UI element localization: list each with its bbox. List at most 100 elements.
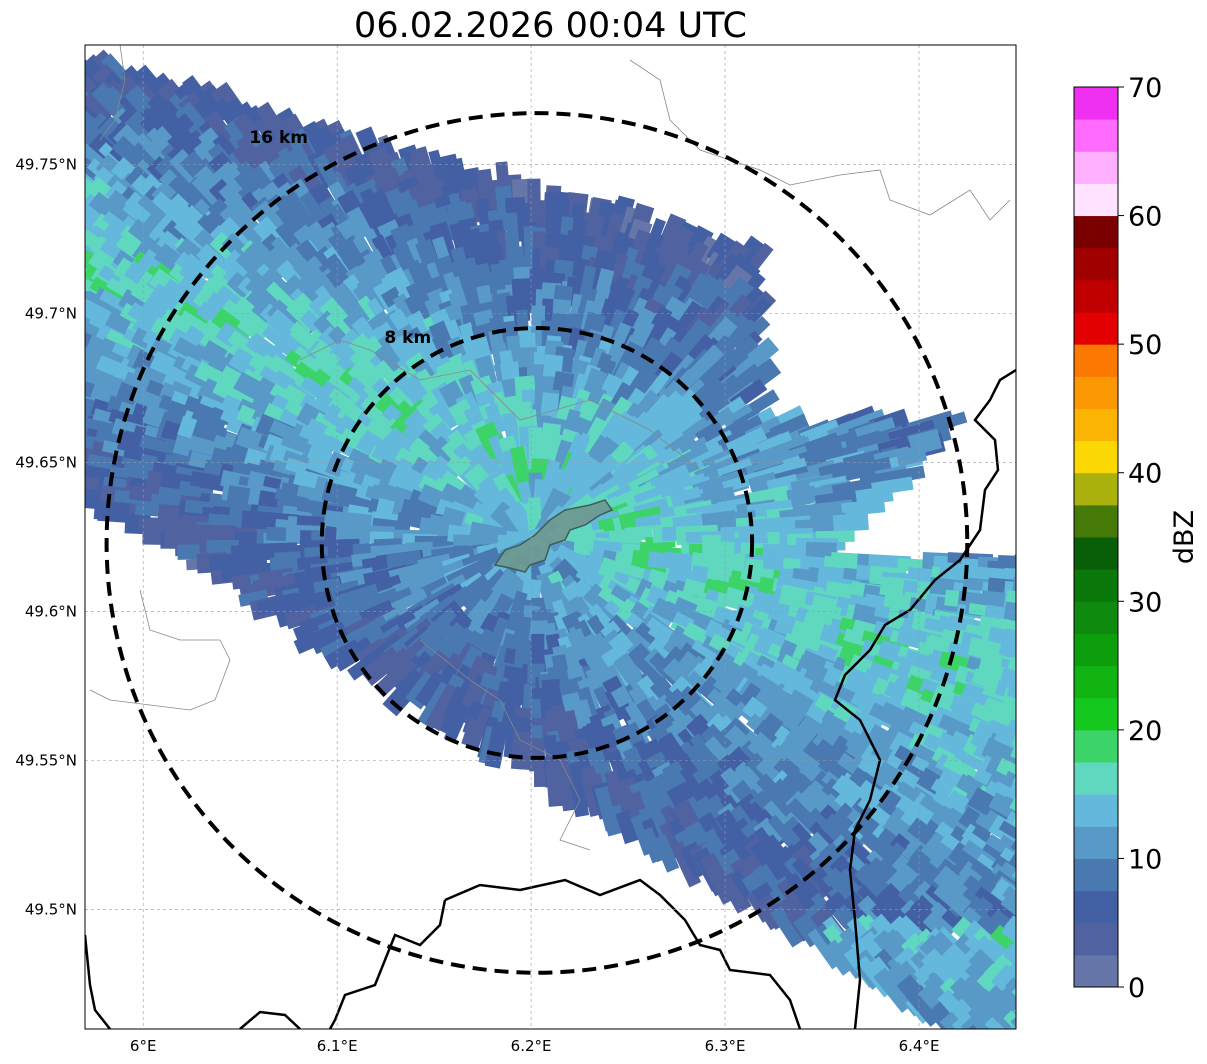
radar-cell [1015, 887, 1016, 916]
radar-cell [1021, 823, 1050, 846]
radar-cell [1028, 711, 1062, 739]
radar-cell [1012, 1034, 1051, 1064]
radar-cell [999, 861, 1016, 890]
colorbar-segment [1074, 665, 1118, 699]
radar-cell [533, 756, 546, 787]
radar-cell [484, 720, 509, 769]
radar-cell [640, 826, 664, 864]
radar-cell [461, 717, 487, 749]
map-title: 06.02.2026 00:04 UTC [354, 6, 747, 46]
colorbar-segment [1074, 537, 1118, 570]
radar-cell [1002, 885, 1016, 915]
radar-cell [1017, 645, 1051, 663]
radar-cell [85, 328, 90, 355]
lat-tick-label: 49.75°N [15, 155, 77, 173]
radar-cell [1032, 633, 1062, 652]
radar-cell [725, 426, 769, 459]
radar-cell [1012, 577, 1016, 601]
lon-tick-label: 6.1°E [317, 1037, 358, 1055]
radar-cell [1011, 734, 1016, 762]
radar-cell [1026, 773, 1067, 803]
radar-cell [1024, 858, 1070, 894]
radar-cell [1034, 798, 1067, 827]
radar-cell [1023, 844, 1069, 878]
radar-cell [41, 409, 77, 431]
radar-cell [674, 488, 706, 510]
radar-cell [805, 541, 837, 560]
radar-cell [35, 386, 73, 411]
radar-cell [1019, 616, 1049, 632]
radar-cell [1033, 571, 1061, 590]
lon-tick-label: 6.4°E [899, 1037, 940, 1055]
colorbar-segment [1074, 119, 1118, 152]
radar-cell [1001, 916, 1016, 958]
radar-cell [984, 1016, 1016, 1029]
admin-boundary [299, 339, 701, 471]
colorbar-segment [1074, 922, 1118, 956]
radar-cell [1000, 996, 1016, 1029]
radar-cell [331, 485, 377, 513]
radar-cell [1023, 999, 1066, 1040]
radar-cell [1023, 743, 1073, 778]
radar-cell [626, 642, 669, 686]
radar-cell [373, 655, 417, 698]
radar-cell [832, 513, 869, 533]
colorbar-segment [1074, 183, 1118, 217]
radar-cell [1028, 606, 1066, 626]
plot-frame [84, 44, 1017, 1030]
radar-cell [998, 820, 1016, 846]
radar-cell [41, 210, 80, 242]
radar-cell [638, 305, 673, 353]
radar-cell [1026, 669, 1065, 691]
radar-cell [30, 57, 64, 91]
radar-cell [1003, 567, 1016, 581]
radar-cell [1012, 709, 1016, 735]
radar-cell [1026, 784, 1061, 812]
colorbar-segment [1074, 87, 1118, 120]
radar-cell [1030, 832, 1063, 859]
colorbar-frame [1073, 86, 1119, 988]
radar-cell [30, 359, 70, 385]
radar-cell [20, 93, 64, 134]
radar-cell [35, 108, 71, 141]
colorbar-segment [1074, 247, 1118, 281]
radar-cell [414, 670, 448, 708]
colorbar-segment [1074, 729, 1118, 763]
radar-cell [43, 41, 79, 78]
radar-cell [53, 119, 83, 148]
colorbar-tick-label: 20 [1128, 716, 1162, 747]
radar-cell [1026, 734, 1070, 762]
radar-cell [428, 399, 459, 433]
colorbar-tick-label: 70 [1128, 73, 1162, 104]
radar-cell [653, 834, 680, 873]
radar-cell [1001, 1024, 1016, 1029]
radar-cell [977, 1001, 1016, 1029]
colorbar-segment [1074, 890, 1118, 924]
radar-cell [845, 430, 885, 459]
radar-cell [999, 847, 1016, 879]
radar-cell [191, 402, 229, 431]
radar-cell [1034, 892, 1065, 920]
radar-cell [284, 605, 319, 630]
lon-tick-label: 6.3°E [705, 1037, 746, 1055]
radar-cell [1024, 898, 1064, 933]
range-ring-label: 8 km [384, 328, 431, 348]
radar-cell [1027, 758, 1062, 784]
radar-cell [1029, 586, 1058, 600]
radar-cell [299, 612, 334, 638]
radar-cell [960, 1013, 1002, 1029]
radar-cell [37, 338, 84, 368]
colorbar-segment [1074, 440, 1118, 474]
lat-tick-label: 49.6°N [25, 603, 77, 621]
radar-cell [85, 424, 90, 448]
lat-tick-label: 49.65°N [15, 453, 77, 471]
radar-cell [1030, 659, 1061, 677]
radar-cell [985, 1037, 1024, 1064]
radar-cell [1003, 942, 1016, 984]
radar-cell [41, 399, 76, 419]
radar-cell [1011, 897, 1016, 935]
national-border [239, 1010, 301, 1029]
radar-cell [21, 325, 66, 355]
radar-cell [1011, 862, 1016, 896]
